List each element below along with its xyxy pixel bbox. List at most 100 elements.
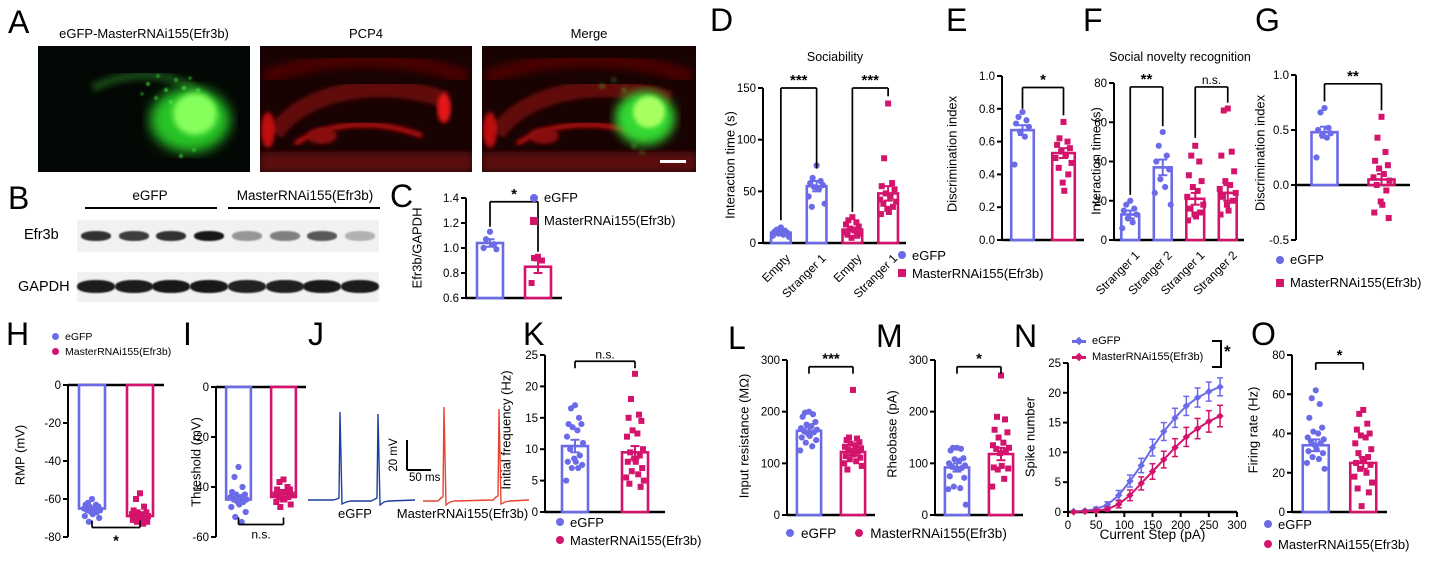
panel-a-image2-title: PCP4 [349, 26, 383, 41]
panel-e-ylabel: Discrimination index [944, 95, 960, 213]
pcp4-fluorescence-art [260, 46, 472, 172]
panel-l-ylabel: Input resistance (MΩ) [736, 373, 752, 499]
svg-text:**: ** [1141, 71, 1153, 88]
panel-n-chart: 0 5 10 15 20 25 0 50 100 150 200 250 300 Current Step… [1040, 356, 1252, 542]
svg-text:*: * [1040, 71, 1046, 88]
blot-band [80, 231, 111, 241]
svg-text:0.0: 0.0 [1273, 180, 1289, 192]
panel-E-plot: 0.0 0.2 0.4 0.6 0.8 1.0 * [979, 71, 1084, 247]
pcp4-fluorescence-image [260, 46, 472, 172]
panel-n-ylabel: Spike number [1022, 396, 1038, 478]
svg-text:200: 200 [909, 407, 928, 419]
blot-band [303, 280, 342, 293]
panel-n-sig-bracket [1212, 340, 1222, 368]
panel-k-ylabel: Initial frequency (Hz) [498, 370, 514, 490]
panel-l-label: L [728, 320, 746, 356]
svg-text:n.s.: n.s. [595, 347, 614, 361]
svg-text:50: 50 [1090, 520, 1103, 532]
svg-text:-80: -80 [44, 532, 61, 544]
legend-egfp-label: eGFP [1092, 335, 1121, 347]
svg-text:n.s.: n.s. [251, 528, 270, 542]
svg-text:0: 0 [1065, 520, 1071, 532]
panel-o-label: O [1251, 316, 1276, 352]
legend-rnai-label: MasterRNAi155(Efr3b) [1278, 536, 1410, 552]
legend-rnai-label: MasterRNAi155(Efr3b) [1290, 275, 1422, 290]
egfp-trace [308, 411, 416, 507]
panel-e-legend: eGFP MasterRNAi155(Efr3b) [898, 246, 1044, 282]
svg-text:0.6: 0.6 [979, 137, 995, 149]
svg-text:1.2: 1.2 [443, 218, 459, 230]
legend-rnai-label: MasterRNAi155(Efr3b) [912, 265, 1044, 281]
blot-group-rnai-label: MasterRNAi155(Efr3b) [236, 188, 374, 203]
svg-text:**: ** [1347, 68, 1359, 85]
svg-text:40: 40 [1272, 429, 1285, 441]
svg-text:25: 25 [1048, 358, 1061, 370]
svg-text:5: 5 [532, 476, 538, 488]
panel-a-image1-title: eGFP-MasterRNAi155(Efr3b) [59, 26, 229, 41]
panel-o-chart: 0 20 40 60 80 * [1266, 347, 1391, 519]
blot-group-egfp-label: eGFP [132, 188, 168, 203]
svg-text:Current Step (pA): Current Step (pA) [1100, 527, 1206, 542]
svg-text:250: 250 [1199, 520, 1218, 532]
panel-o-ylabel: Firing rate (Hz) [1245, 386, 1261, 474]
svg-text:20: 20 [525, 381, 538, 393]
svg-text:200: 200 [1171, 520, 1190, 532]
blot-band [341, 280, 380, 293]
panel-k-chart: 0 5 10 15 20 25 n.s. [519, 347, 669, 519]
svg-text:40: 40 [1094, 157, 1107, 169]
svg-text:*: * [1337, 347, 1343, 364]
svg-text:0: 0 [532, 507, 538, 519]
blot-band [76, 280, 115, 293]
merge-fluorescence-art [482, 46, 696, 172]
svg-text:0: 0 [203, 382, 209, 394]
panel-n-legend: eGFP MasterRNAi155(Efr3b) [1072, 333, 1203, 365]
rnai-square-icon [1276, 278, 1284, 287]
svg-text:5: 5 [1055, 477, 1061, 489]
svg-text:1.4: 1.4 [443, 193, 460, 205]
svg-text:15: 15 [525, 413, 538, 425]
svg-text:1.0: 1.0 [979, 71, 995, 83]
panel-e-chart: 0.0 0.2 0.4 0.6 0.8 1.0 * [972, 68, 1088, 247]
egfp-dot-icon [1264, 520, 1272, 528]
panel-c-ylabel: Efr3b/GAPDH [409, 207, 425, 289]
scale-bar [660, 160, 686, 163]
blot-band [114, 280, 153, 293]
svg-text:-40: -40 [192, 482, 209, 494]
svg-text:80: 80 [1272, 350, 1285, 362]
svg-text:Empty: Empty [831, 251, 865, 285]
egfp-dot-icon [530, 193, 538, 202]
panel-h-label: H [6, 316, 30, 352]
legend-rnai-label: MasterRNAi155(Efr3b) [870, 525, 1007, 541]
legend-rnai-label: MasterRNAi155(Efr3b) [65, 345, 172, 358]
panel-m-label: M [876, 318, 903, 354]
svg-text:60: 60 [1272, 389, 1285, 401]
rnai-square-icon [898, 269, 906, 277]
blot-efr3b-bands [77, 220, 379, 252]
panel-k-legend: eGFP MasterRNAi155(Efr3b) [556, 513, 702, 549]
egfp-fluorescence-image [38, 46, 250, 172]
egfp-fluorescence-art [38, 46, 250, 172]
svg-text:100: 100 [761, 458, 780, 470]
egfp-dot-icon [786, 529, 794, 537]
merge-fluorescence-image [482, 46, 696, 172]
svg-text:0.8: 0.8 [443, 268, 459, 280]
blot-band [227, 280, 266, 293]
panel-j-traces [305, 392, 535, 515]
blot-band [231, 231, 262, 241]
svg-text:0.4: 0.4 [979, 169, 996, 181]
egfp-trace-label: eGFP [338, 506, 372, 521]
panel-d-label: D [710, 2, 734, 38]
svg-text:*: * [976, 351, 982, 368]
svg-text:-60: -60 [44, 494, 61, 506]
rnai-trace [423, 406, 530, 507]
svg-text:300: 300 [761, 355, 780, 367]
svg-text:Empty: Empty [759, 251, 793, 285]
svg-text:***: *** [822, 351, 840, 368]
panel-a-image3-title: Merge [570, 26, 608, 41]
panel-i-label: I [183, 316, 192, 352]
svg-text:25: 25 [525, 350, 538, 362]
panel-d-chart: 0 50 100 150 Empty Stranger 1 Empty Stranger 1 *… [720, 72, 910, 308]
panel-C-plot: 0.6 0.8 1.0 1.2 1.4 * [443, 186, 562, 305]
svg-text:100: 100 [1115, 520, 1134, 532]
